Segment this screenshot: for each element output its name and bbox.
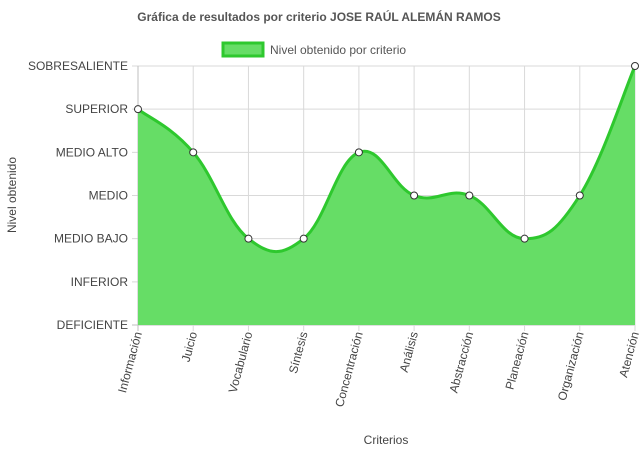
legend-swatch bbox=[221, 41, 265, 58]
x-tick-label: Planeación bbox=[503, 330, 532, 391]
series-line bbox=[137, 65, 637, 253]
x-tick-label: Síntesis bbox=[286, 330, 311, 375]
y-axis-label: Nivel obtenido bbox=[5, 157, 19, 233]
x-tick-label: Organización bbox=[555, 330, 587, 402]
data-point[interactable] bbox=[465, 191, 474, 200]
x-tick-label: Juicio bbox=[179, 330, 201, 364]
data-point[interactable] bbox=[631, 62, 639, 70]
y-tick-label: MEDIO bbox=[89, 189, 128, 203]
data-point[interactable] bbox=[575, 191, 584, 200]
x-tick-labels: Información Juicio Vocabulario Síntesis Conc… bbox=[115, 330, 639, 409]
x-tick-label: Información bbox=[115, 330, 145, 394]
x-tick-label: Concentración bbox=[332, 330, 366, 408]
data-point[interactable] bbox=[189, 148, 198, 157]
points-layer bbox=[134, 62, 639, 243]
data-point[interactable] bbox=[134, 105, 142, 114]
data-point[interactable] bbox=[244, 234, 253, 243]
y-tick-labels: DEFICIENTE INFERIOR MEDIO BAJO MEDIO MEDIO A… bbox=[28, 59, 128, 332]
x-tick-label: Abstracción bbox=[446, 330, 476, 394]
x-axis-label: Criterios bbox=[364, 433, 409, 447]
y-tick-label: SUPERIOR bbox=[65, 102, 128, 116]
area-fill bbox=[138, 66, 635, 325]
y-tick-label: SOBRESALIENTE bbox=[28, 59, 128, 73]
y-tick-label: INFERIOR bbox=[71, 275, 129, 289]
x-tick-label: Vocabulario bbox=[226, 330, 256, 395]
data-point[interactable] bbox=[410, 191, 419, 200]
x-tick-label: Atención bbox=[616, 330, 639, 379]
legend[interactable]: Nivel obtenido por criterio bbox=[221, 41, 406, 58]
legend-label: Nivel obtenido por criterio bbox=[270, 43, 406, 57]
area-layer bbox=[137, 65, 637, 325]
data-point[interactable] bbox=[520, 234, 529, 243]
y-tick-label: MEDIO BAJO bbox=[54, 232, 128, 246]
chart-title: Gráfica de resultados por criterio JOSE … bbox=[137, 9, 500, 24]
y-tick-label: DEFICIENTE bbox=[57, 318, 128, 332]
data-point[interactable] bbox=[299, 234, 308, 243]
y-tick-label: MEDIO ALTO bbox=[56, 145, 128, 159]
data-point[interactable] bbox=[354, 148, 363, 157]
x-tick-label: Análisis bbox=[397, 330, 421, 374]
